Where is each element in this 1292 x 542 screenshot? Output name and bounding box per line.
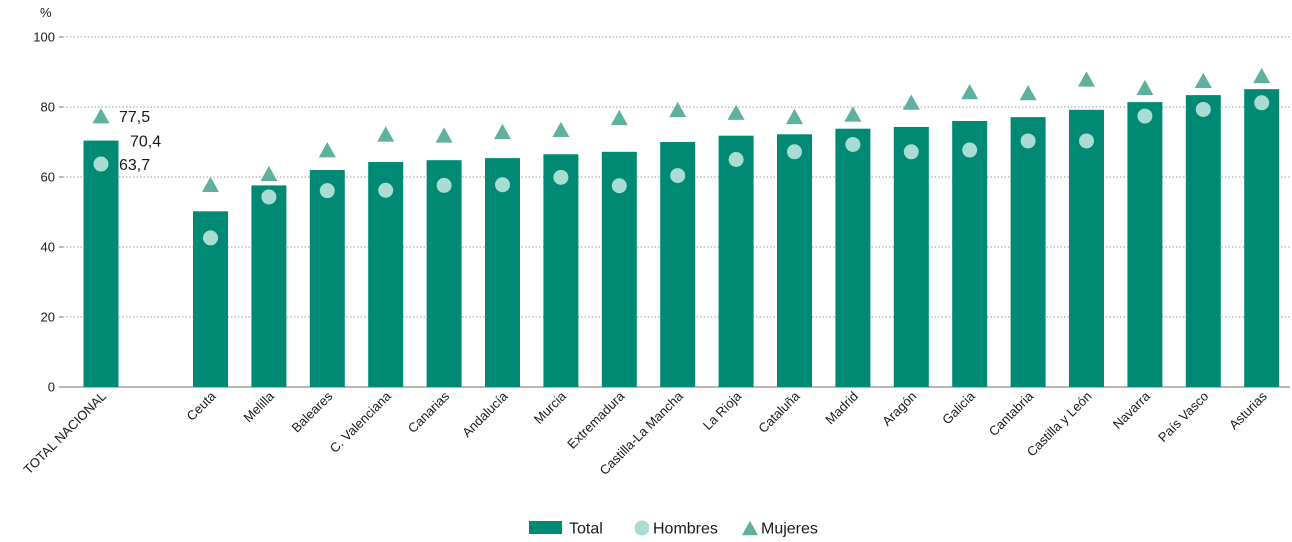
mujeres-marker-galicia	[961, 83, 979, 100]
bar-castilla-y-leon	[1069, 109, 1104, 388]
data-label-hombres: 63,7	[119, 157, 150, 174]
x-label-total-nacional: TOTAL NACIONAL	[21, 389, 110, 478]
hombres-marker-castilla-la-mancha	[670, 168, 686, 184]
bar-cataluna	[777, 134, 812, 387]
hombres-marker-galicia	[962, 142, 978, 158]
x-label-melilla: Melilla	[240, 388, 277, 425]
bar-pais-vasco	[1185, 95, 1221, 387]
bar-total-nacional	[83, 140, 119, 387]
bar-cantabria	[1010, 117, 1046, 388]
mujeres-marker-la-rioja	[727, 104, 745, 120]
bar-la-rioja	[718, 135, 754, 387]
y-tick-label-80: 80	[41, 100, 55, 115]
y-tick-label-100: 100	[33, 30, 55, 45]
legend-label-mujeres: Mujeres	[761, 521, 818, 538]
x-label-ceuta: Ceuta	[183, 388, 219, 424]
hombres-marker-pais-vasco	[1195, 101, 1211, 117]
mujeres-marker-madrid	[844, 106, 862, 122]
bar-asturias	[1244, 89, 1280, 388]
x-label-pais-vasco: País Vasco	[1155, 389, 1211, 445]
y-tick-label-40: 40	[41, 240, 55, 255]
legend-swatch-hombres	[634, 520, 650, 536]
bar-c-valenciana	[368, 161, 404, 387]
legend-swatch-mujeres	[742, 520, 758, 536]
hombres-marker-extremadura	[611, 178, 627, 194]
x-label-navarra: Navarra	[1110, 388, 1154, 432]
legend-swatch-total	[529, 521, 562, 534]
y-axis: 0 20 40 60 80 100	[33, 30, 63, 395]
x-label-galicia: Galicia	[939, 388, 978, 427]
bar-andalucia	[485, 158, 520, 387]
hombres-marker-aragon	[903, 144, 919, 160]
data-labels: 77,5 70,4 63,7	[119, 109, 161, 174]
bars-total	[83, 89, 1280, 388]
mujeres-marker-ceuta	[202, 176, 219, 192]
hombres-marker-cataluna	[787, 144, 802, 160]
legend-label-hombres: Hombres	[653, 521, 718, 538]
mujeres-marker-pais-vasco	[1194, 72, 1212, 89]
mujeres-marker-andalucia	[494, 123, 511, 140]
mujeres-marker-c-valenciana	[377, 126, 395, 142]
mujeres-marker-asturias	[1253, 67, 1271, 84]
mujeres-marker-navarra	[1136, 79, 1154, 96]
mujeres-marker-aragon	[902, 94, 920, 110]
hombres-marker-canarias	[436, 177, 452, 193]
bar-canarias	[426, 160, 462, 387]
bar-galicia	[952, 121, 988, 387]
y-unit-label: %	[40, 5, 52, 20]
bar-aragon	[893, 126, 929, 387]
x-label-c-valenciana: C. Valenciana	[327, 388, 395, 456]
bar-murcia	[543, 154, 579, 387]
hombres-marker-melilla	[261, 189, 277, 205]
hombres-marker-murcia	[553, 169, 569, 185]
hombres-marker-castilla-y-leon	[1079, 133, 1094, 149]
mujeres-marker-total-nacional	[92, 108, 110, 124]
bar-baleares	[309, 170, 345, 387]
bar-melilla	[251, 185, 287, 387]
y-tick-label-0: 0	[48, 380, 55, 395]
x-label-madrid: Madrid	[822, 389, 861, 428]
x-label-aragon: Aragón	[879, 389, 919, 429]
x-label-extremadura: Extremadura	[564, 388, 628, 452]
mujeres-marker-cantabria	[1019, 85, 1037, 101]
legend: Total Hombres Mujeres	[529, 520, 818, 538]
mujeres-marker-castilla-y-leon	[1078, 71, 1095, 87]
x-label-andalucia: Andalucía	[459, 388, 511, 440]
markers-mujeres	[92, 67, 1271, 192]
hombres-marker-ceuta	[203, 230, 218, 246]
hombres-marker-c-valenciana	[378, 182, 394, 198]
bar-madrid	[835, 128, 871, 387]
mujeres-marker-extremadura	[610, 109, 628, 126]
mujeres-marker-canarias	[435, 127, 453, 143]
mujeres-marker-murcia	[552, 121, 570, 138]
x-label-asturias: Asturias	[1226, 388, 1270, 432]
hombres-marker-andalucia	[495, 177, 510, 193]
x-label-cataluna: Cataluña	[755, 388, 803, 436]
mujeres-marker-baleares	[318, 142, 336, 158]
bar-navarra	[1127, 102, 1163, 387]
y-tick-label-20: 20	[41, 310, 55, 325]
hombres-marker-baleares	[319, 183, 335, 199]
mujeres-marker-cataluna	[786, 108, 803, 125]
x-label-canarias: Canarias	[405, 388, 453, 436]
x-label-baleares: Baleares	[289, 388, 336, 435]
hombres-marker-la-rioja	[728, 152, 744, 167]
hombres-marker-asturias	[1254, 95, 1270, 111]
hombres-marker-cantabria	[1020, 133, 1036, 149]
mujeres-marker-melilla	[260, 165, 278, 182]
hombres-marker-navarra	[1137, 108, 1153, 124]
x-label-la-rioja: La Rioja	[700, 388, 745, 433]
markers-hombres	[93, 95, 1270, 246]
x-label-cantabria: Cantabria	[986, 388, 1037, 439]
data-label-mujeres: 77,5	[119, 109, 150, 126]
y-tick-label-60: 60	[41, 170, 55, 185]
x-label-murcia: Murcia	[531, 388, 570, 427]
data-label-total: 70,4	[130, 134, 161, 151]
mujeres-marker-castilla-la-mancha	[669, 101, 687, 118]
hombres-marker-total-nacional	[93, 156, 109, 172]
legend-label-total: Total	[569, 521, 603, 538]
hombres-marker-madrid	[845, 136, 861, 152]
